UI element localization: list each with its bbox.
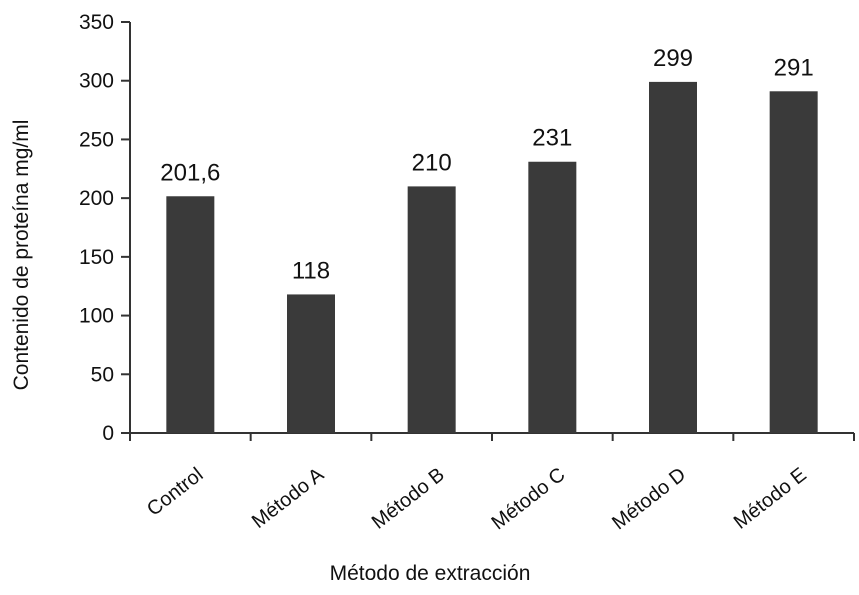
x-axis-title: Método de extracción xyxy=(330,562,531,585)
bar xyxy=(166,196,215,433)
bar xyxy=(407,186,456,433)
category-label: Método B xyxy=(368,464,449,534)
bar-value-label: 118 xyxy=(292,257,330,284)
y-tick-label: 250 xyxy=(79,128,114,151)
y-tick-label: 150 xyxy=(79,246,114,269)
bar-value-label: 201,6 xyxy=(160,159,220,186)
y-tick-label: 0 xyxy=(102,422,114,445)
bar-value-label: 291 xyxy=(774,54,814,81)
category-label: Método D xyxy=(608,464,690,535)
y-tick-label: 200 xyxy=(79,187,114,210)
y-axis-title: Contenido de proteína mg/ml xyxy=(10,120,33,391)
category-label: Método C xyxy=(488,464,570,535)
y-tick-label: 100 xyxy=(79,305,114,328)
category-label: Método E xyxy=(730,464,811,534)
category-label: Método A xyxy=(248,463,329,533)
bar xyxy=(649,81,697,433)
bar-value-label: 210 xyxy=(412,149,452,176)
bar xyxy=(769,91,818,433)
y-tick-label: 300 xyxy=(79,70,114,93)
y-tick-label: 50 xyxy=(91,363,114,386)
bar xyxy=(528,161,577,434)
y-tick-label: 350 xyxy=(79,11,114,34)
bar xyxy=(287,294,335,433)
bar-value-label: 231 xyxy=(532,125,572,152)
bar-value-label: 299 xyxy=(653,45,693,72)
category-label: Control xyxy=(143,464,207,521)
plot-area: 0 50 100 150 200 250 300 350 201,6 Control 118 Méto… xyxy=(79,11,855,535)
